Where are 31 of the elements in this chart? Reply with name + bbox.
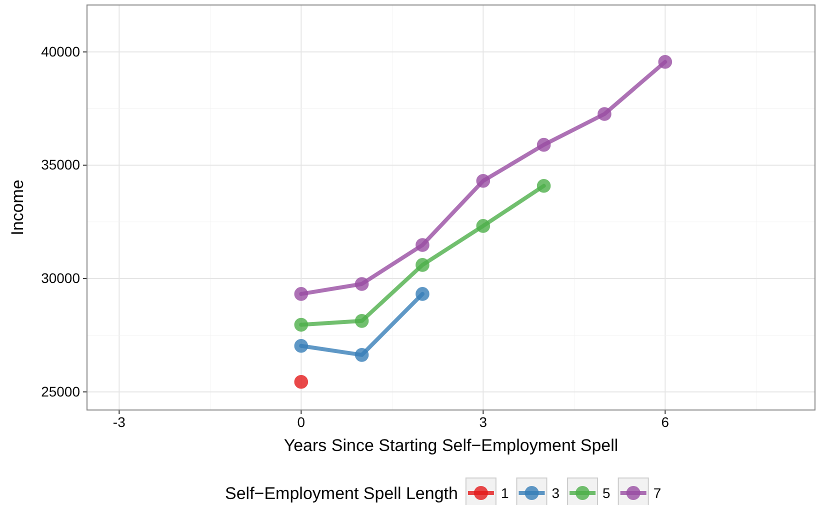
point — [476, 219, 490, 233]
point — [354, 277, 369, 291]
point — [536, 138, 551, 152]
point — [294, 338, 308, 353]
point — [416, 258, 430, 272]
y-tick-label: 30000 — [41, 270, 80, 286]
point — [354, 348, 369, 362]
y-tick-label: 40000 — [41, 43, 80, 60]
legend-label: 3 — [552, 485, 560, 501]
point — [416, 287, 430, 301]
point — [658, 54, 672, 69]
point — [294, 287, 308, 301]
point — [354, 314, 369, 328]
x-axis-title: Years Since Starting Self−Employment Spell — [284, 436, 618, 455]
point — [294, 375, 308, 389]
x-tick-label: -3 — [112, 414, 126, 430]
legend-label: 7 — [653, 485, 662, 501]
x-tick-label: 3 — [479, 414, 488, 430]
point — [416, 238, 430, 252]
x-tick-label: 6 — [661, 414, 670, 430]
point — [598, 107, 612, 121]
x-tick-label: 0 — [297, 414, 306, 430]
point — [476, 174, 490, 188]
point — [294, 318, 308, 332]
y-axis-title: Income — [8, 180, 27, 236]
y-tick-label: 35000 — [41, 156, 80, 173]
legend-title: Self−Employment Spell Length — [225, 484, 458, 503]
y-tick-label: 25000 — [41, 383, 80, 400]
point — [536, 178, 551, 193]
legend-label: 5 — [602, 485, 611, 501]
legend-label: 1 — [500, 485, 509, 501]
